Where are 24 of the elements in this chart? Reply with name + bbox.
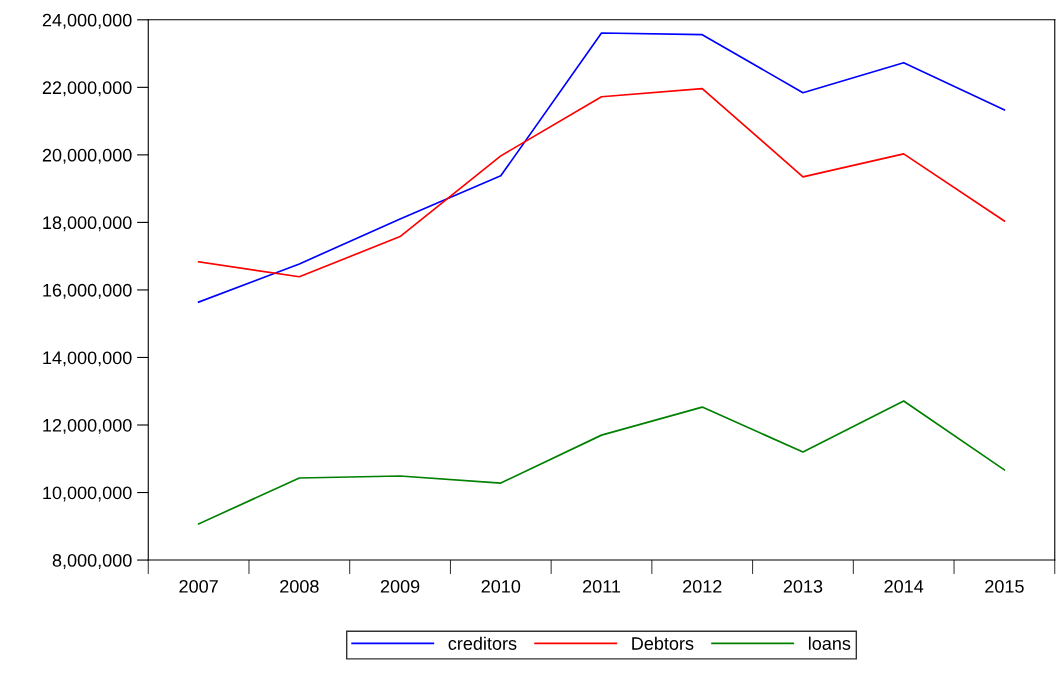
x-tick-label: 2015 xyxy=(985,579,1024,593)
y-tick-label: 22,000,000 xyxy=(42,81,132,97)
x-tick-label: 2012 xyxy=(683,579,722,593)
line-series xyxy=(197,32,1006,303)
legend-label: creditors xyxy=(448,636,517,650)
x-tick-label: 2007 xyxy=(179,579,218,593)
x-tick-label: 2008 xyxy=(280,579,319,593)
x-tick-label: 2009 xyxy=(380,579,420,593)
line-series xyxy=(197,87,1006,278)
x-tick-label: 2010 xyxy=(481,579,521,593)
y-tick-label: 20,000,000 xyxy=(42,148,132,164)
x-tick-label: 2014 xyxy=(884,579,924,593)
legend-label: loans xyxy=(808,636,851,650)
y-tick-label: 12,000,000 xyxy=(43,418,132,434)
x-tick-label: 2013 xyxy=(783,579,823,593)
x-tick-label: 2011 xyxy=(583,579,621,593)
line-series xyxy=(197,400,1006,525)
legend-label: Debtors xyxy=(632,636,694,650)
y-tick-label: 18,000,000 xyxy=(43,216,132,232)
y-tick-label: 10,000,000 xyxy=(43,486,132,502)
y-tick-label: 14,000,000 xyxy=(43,351,132,367)
y-tick-label: 8,000,000 xyxy=(52,553,132,569)
y-tick-label: 16,000,000 xyxy=(43,283,132,299)
y-tick-label: 24,000,000 xyxy=(42,13,132,29)
